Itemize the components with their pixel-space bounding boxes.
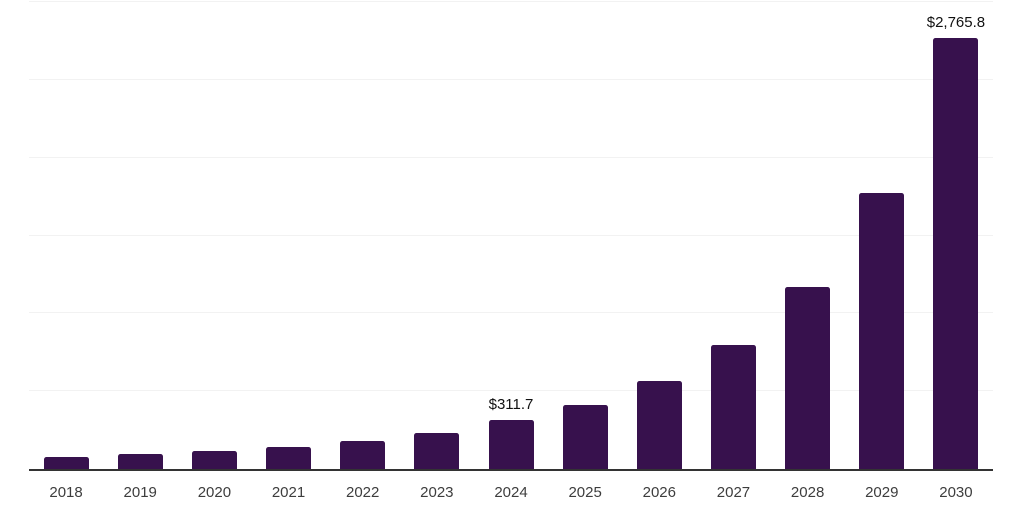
x-tick-label-2025: 2025 xyxy=(568,484,602,501)
x-tick-label-2019: 2019 xyxy=(123,484,157,501)
bar-2029 xyxy=(859,193,905,469)
bar-2018 xyxy=(43,457,89,469)
bar-2030 xyxy=(933,38,979,469)
x-tick-label-2018: 2018 xyxy=(49,484,83,501)
x-axis-tick-labels: 2018 2019 2020 2021 2022 2023 2024 2025 2026 2027… xyxy=(29,484,993,506)
gridline-3000 xyxy=(29,1,993,2)
bar-2022 xyxy=(340,440,386,469)
data-label-2030: $2,765.8 xyxy=(926,14,986,32)
bar-2020 xyxy=(191,451,237,469)
gridline-2500 xyxy=(29,78,993,80)
bar-2028 xyxy=(785,286,831,469)
x-tick-label-2024: 2024 xyxy=(494,484,528,501)
bar-2021 xyxy=(266,446,312,469)
bar-2024 xyxy=(488,420,534,469)
x-tick-label-2026: 2026 xyxy=(642,484,676,501)
gridline-1500 xyxy=(29,234,993,236)
bar-2026 xyxy=(636,380,682,469)
gridline-500 xyxy=(29,390,993,392)
bar-2027 xyxy=(710,344,756,469)
x-tick-label-2028: 2028 xyxy=(790,484,825,501)
x-tick-label-2030: 2030 xyxy=(939,484,973,501)
bar-2025 xyxy=(562,405,608,469)
x-tick-label-2023: 2023 xyxy=(420,484,454,501)
bar-2019 xyxy=(117,454,163,469)
x-tick-label-2020: 2020 xyxy=(197,484,232,501)
bar-2023 xyxy=(414,432,460,469)
x-tick-label-2027: 2027 xyxy=(716,484,751,501)
x-tick-label-2022: 2022 xyxy=(346,484,380,501)
x-tick-label-2029: 2029 xyxy=(865,484,899,501)
data-label-2024: $311.7 xyxy=(488,396,534,414)
gridline-2000 xyxy=(29,156,993,158)
bar-chart-plot-area: $311.7 $2,765.8 xyxy=(29,0,993,471)
gridline-1000 xyxy=(29,312,993,314)
x-tick-label-2021: 2021 xyxy=(271,484,306,501)
